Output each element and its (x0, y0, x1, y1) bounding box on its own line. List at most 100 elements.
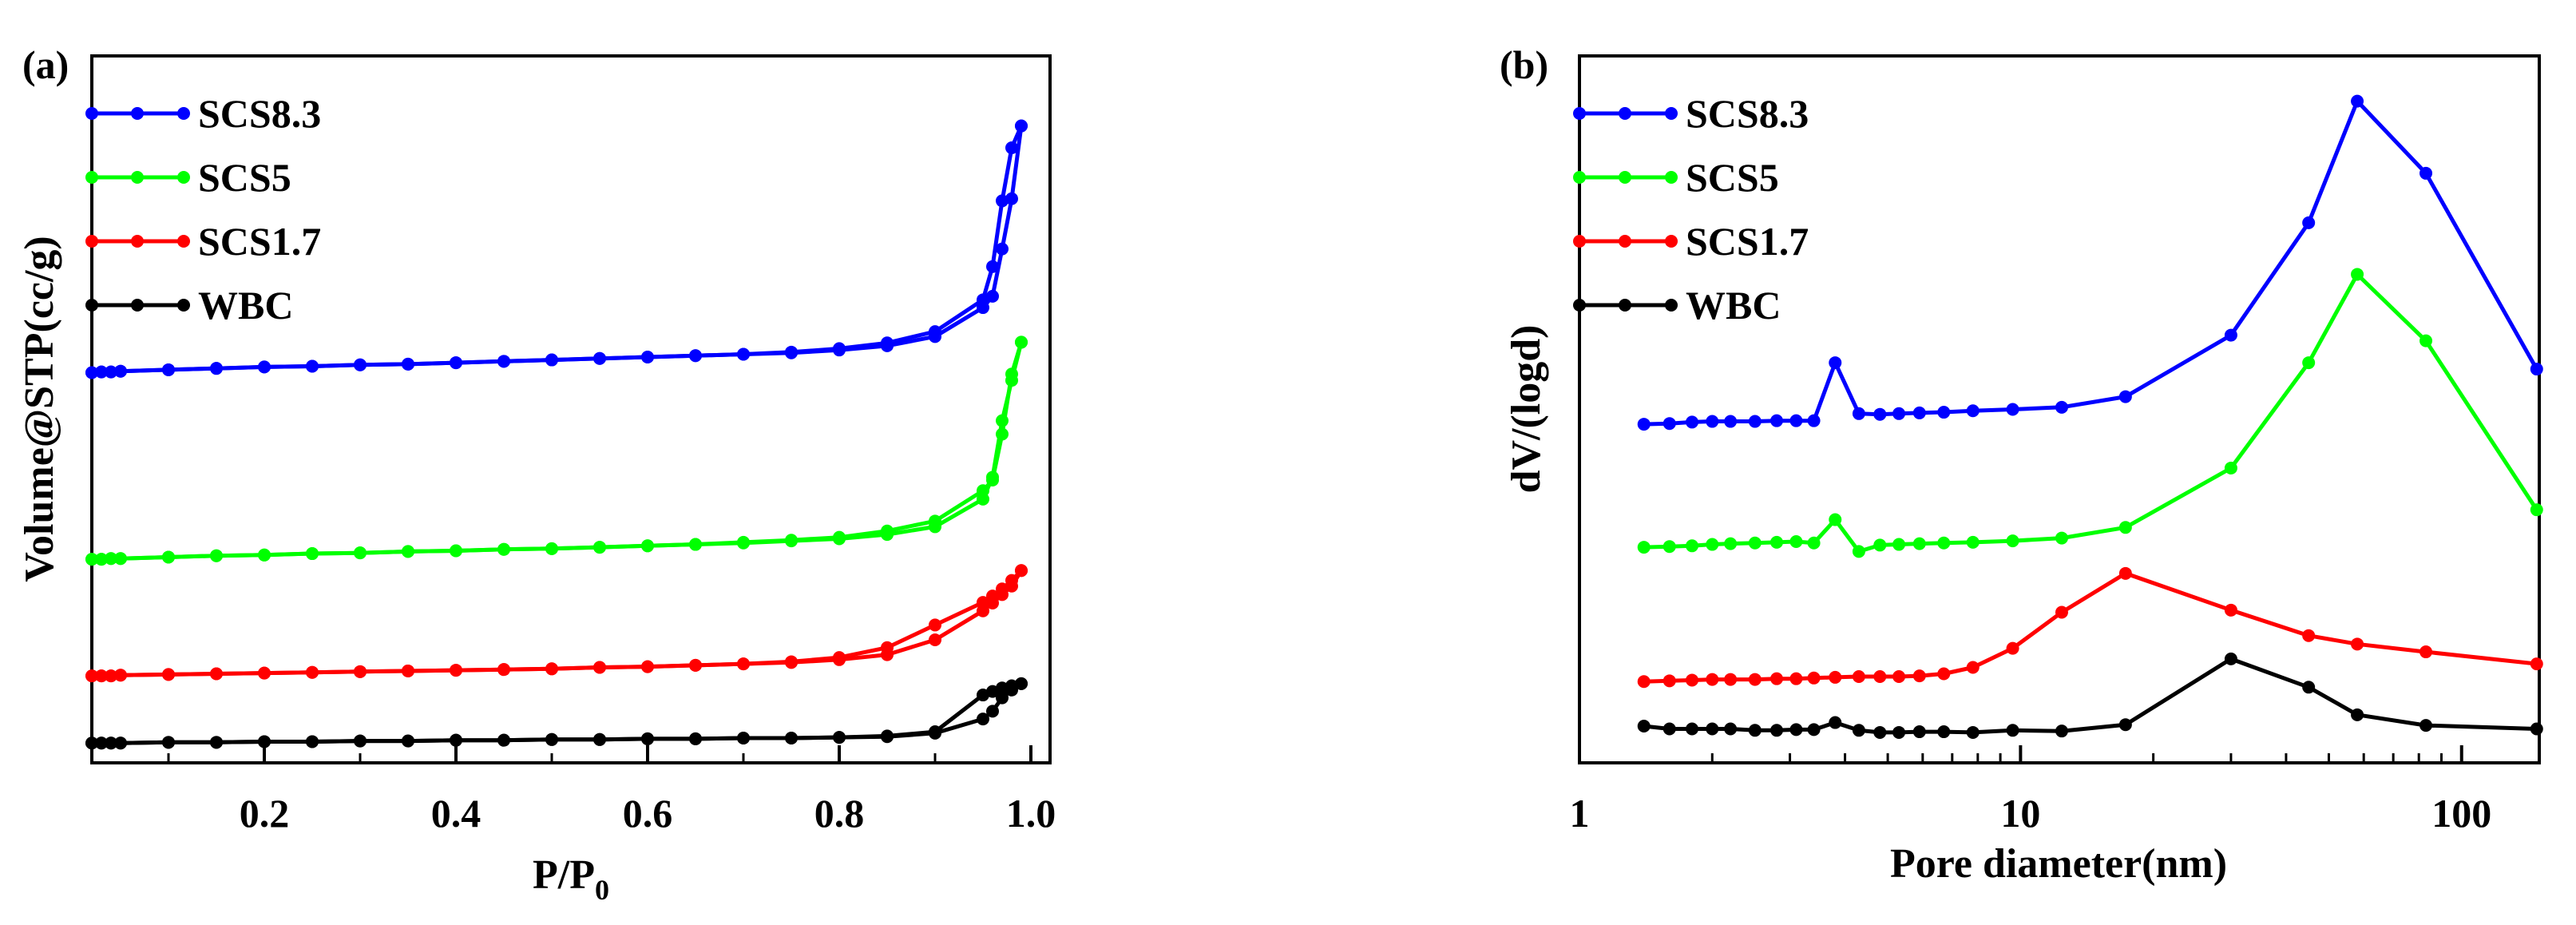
panel-b-series-scs1-7-point (1663, 674, 1676, 688)
panel-a-series-scs5-desorption-point (929, 514, 941, 528)
panel-a-series-scs8-3-desorption-point (689, 349, 702, 363)
panel-a-series-scs1-7-desorption-point (881, 641, 894, 654)
panel-b-series-scs5-point (1829, 513, 1842, 526)
panel-a-series-wbc-adsorption-point (986, 705, 999, 718)
panel-a-series-scs8-3-desorption-point (210, 362, 223, 375)
panel-b-series-scs5-point (1937, 536, 1951, 550)
panel-b-series-scs1-7-point (1706, 673, 1719, 686)
panel-b-legend-marker-right (1665, 171, 1678, 184)
panel-a-x-axis-title: P/P0 (533, 852, 609, 906)
panel-b-legend: SCS8.3 SCS5 SCS1.7 WBC (1573, 91, 1809, 328)
panel-b-series-wbc-point (1789, 723, 1803, 736)
panel-b-series-scs5-point (2224, 461, 2237, 474)
panel-b-legend-marker-left (1573, 107, 1586, 120)
panel-a-series-wbc-desorption-point (545, 732, 558, 746)
panel-a-series-scs1-7-desorption-point (545, 662, 558, 676)
panel-a-frame (90, 54, 1052, 764)
panel-a-series-scs1-7-desorption-point (593, 661, 606, 674)
panel-b-series-scs5-point (2118, 521, 2132, 534)
panel-a-series-scs5-desorption-point (95, 553, 108, 566)
panel-b-series-scs8-3-point (1937, 406, 1951, 419)
panel-b-series-scs8-3-point (1873, 407, 1887, 421)
panel-a-series-scs5-desorption-point (881, 524, 894, 538)
panel-a-series-wbc-desorption-point (929, 725, 941, 739)
panel-a-series-wbc-desorption-point (593, 732, 606, 746)
panel-a-legend-marker (131, 107, 144, 120)
panel-b-series-scs5-point (2302, 356, 2316, 370)
panel-a-series-scs1-7-desorption-point (497, 663, 510, 677)
panel-a-series-scs8-3-desorption-point (306, 359, 319, 373)
panel-b-series-scs8-3-point (1706, 415, 1719, 428)
panel-a-series-scs8-3-desorption-point (641, 351, 654, 364)
panel-a-series-wbc-desorption-point (114, 736, 127, 750)
panel-a-series-scs1-7-desorption-point (1005, 574, 1018, 587)
panel-a-legend-marker-left (85, 107, 98, 120)
panel-a-x-tick-label: 1.0 (1006, 791, 1056, 836)
panel-b-series-scs1-7-point (2419, 645, 2433, 659)
panel-a-legend-marker-right (177, 235, 190, 248)
panel-a-series (85, 119, 1028, 750)
panel-b-series-scs8-3-point (1789, 414, 1803, 427)
panel-b-series-scs1-7-point (1686, 673, 1699, 687)
panel-a-series-scs1-7-desorption-point (114, 669, 127, 682)
panel-b-series-scs8-3-point (1770, 414, 1783, 427)
panel-a-series-scs5-desorption-point (785, 534, 798, 547)
panel-b-series-scs5-point (1873, 538, 1887, 552)
panel-b-series-wbc-point (1829, 716, 1842, 729)
panel-b-series-scs8-3-point (1748, 415, 1762, 428)
panel-b: (b) 1 10 100 SCS8.3 SCS5 SCS1.7 WBC Pore diam… (1500, 42, 2543, 887)
panel-a-series-scs1-7-desorption-point (354, 665, 367, 678)
panel-a-series-scs8-3-desorption-point (1015, 119, 1028, 133)
panel-b-series-scs5-point (1724, 537, 1738, 550)
panel-a-series-scs8-3-desorption-point (986, 260, 999, 273)
panel-a-legend-marker-left (85, 235, 98, 248)
panel-b-series-wbc-point (1807, 723, 1821, 736)
panel-b-series-scs5-point (1912, 537, 1926, 550)
panel-b-legend-marker (1619, 235, 1631, 248)
panel-a-series-scs5-desorption-point (986, 474, 999, 486)
panel-b-series-scs1-7-point (2530, 657, 2543, 671)
panel-b-series-wbc-point (2302, 681, 2316, 694)
panel-a-legend-marker (131, 171, 144, 184)
panel-b-legend-marker-left (1573, 299, 1586, 312)
panel-b-series-scs5-point (1748, 536, 1762, 550)
panel-a-series-scs5-desorption-line (92, 341, 1024, 562)
panel-b-series-wbc-point (1966, 725, 1980, 739)
panel-a-legend-marker-left (85, 299, 98, 312)
panel-b-series-scs1-7-point (2302, 629, 2316, 642)
panel-b-legend-marker-right (1665, 235, 1678, 248)
panel-a-series-scs8-3-desorption-point (85, 366, 98, 379)
panel-a-series-scs1-7-desorption-point (986, 590, 999, 603)
panel-a-series-scs5-adsorption-line (92, 341, 1024, 562)
panel-b-series-scs8-3-point (2055, 400, 2068, 414)
panel-a-series-scs1-7-desorption-point (833, 651, 846, 665)
panel-a-legend-marker (131, 235, 144, 248)
panel-b-series-scs1-7-point (1789, 672, 1803, 685)
panel-a-series-scs5-desorption-point (306, 547, 319, 561)
panel-a-x-tick-label: 0.4 (431, 791, 482, 836)
panel-b-series-scs1-7-point (1937, 667, 1951, 681)
panel-a-series-wbc-desorption-point (258, 735, 271, 748)
panel-b-series-wbc-point (1637, 719, 1651, 732)
panel-b-series-scs8-3-point (1966, 404, 1980, 418)
panel-a-series-scs1-7-desorption-point (689, 658, 702, 672)
panel-a-series-wbc-desorption-point (402, 734, 414, 748)
panel-b-series-scs5-point (2419, 334, 2433, 347)
panel-b-y-axis-title: dV/(logd) (1504, 325, 1549, 494)
panel-a-x-tick-label: 0.8 (814, 791, 865, 836)
panel-b-series-scs1-7-point (1873, 670, 1887, 684)
panel-a-series-scs8-3-desorption-point (162, 363, 175, 376)
panel-b-series-scs5-point (1663, 540, 1676, 554)
panel-b-series-scs8-3-point (1829, 356, 1842, 370)
panel-b-series-scs5-point (1686, 539, 1699, 553)
panel-b-series (1637, 94, 2543, 739)
panel-b-series-scs5-point (1770, 535, 1783, 549)
panel-b-series-scs5-point (1789, 534, 1803, 548)
panel-a-series-wbc-desorption-point (497, 733, 510, 747)
panel-b-series-scs5-point (1807, 536, 1821, 550)
panel-b-series-scs8-3-point (2118, 390, 2132, 403)
panel-a-series-scs1-7-adsorption-point (929, 633, 941, 647)
panel-b-series-wbc-point (2224, 652, 2237, 665)
panel-a-series-scs5-desorption-point (497, 542, 510, 556)
panel-a-series-scs8-3-adsorption-point (986, 289, 999, 303)
